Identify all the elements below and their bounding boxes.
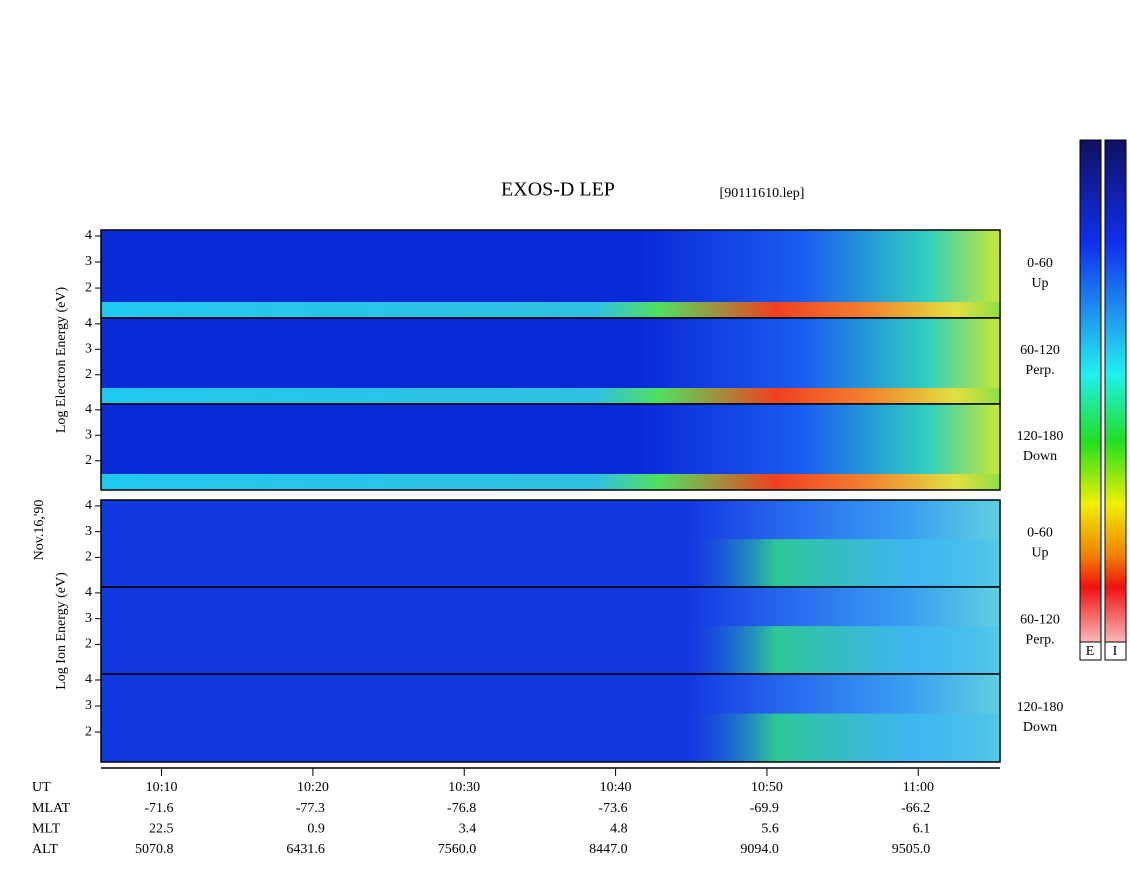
x-tick-label: 10:10 (146, 780, 178, 795)
orbit-value: 9505.0 (892, 842, 931, 857)
y-tick-label: 4 (85, 585, 92, 600)
x-tick-label: 11:00 (903, 780, 934, 795)
y-tick-label: 3 (85, 524, 92, 539)
chart-title: EXOS-D LEP (501, 179, 615, 201)
y-tick-label: 4 (85, 402, 92, 417)
colorbar (1079, 139, 1102, 661)
x-tick-label: 10:40 (600, 780, 632, 795)
y-tick-label: 4 (85, 228, 92, 243)
y-tick-label: 4 (85, 498, 92, 513)
y-axis-label: Log Electron Energy (eV) (54, 287, 69, 434)
orbit-value: 22.5 (149, 822, 174, 837)
orbit-value: -71.6 (144, 801, 173, 816)
y-tick-label: 2 (85, 367, 92, 382)
x-tick-label: 10:30 (448, 780, 480, 795)
orbit-value: 8447.0 (589, 842, 628, 857)
orbit-row-label: ALT (32, 842, 58, 857)
orbit-value: 9094.0 (740, 842, 779, 857)
pitch-angle: 60-120 (1020, 343, 1060, 358)
pitch-angle: 0-60 (1027, 526, 1053, 541)
orbit-value: -66.2 (901, 801, 930, 816)
colorbar-label: I (1113, 644, 1118, 659)
direction: Up (1031, 276, 1048, 291)
y-axis-label: Log Ion Energy (eV) (54, 572, 69, 690)
orbit-value: 0.9 (307, 822, 325, 837)
colorbar-label-box (1079, 641, 1102, 661)
y-tick-label: 3 (85, 342, 92, 357)
low-energy-band (101, 302, 1000, 318)
y-tick-label: 3 (85, 428, 92, 443)
y-tick-label: 4 (85, 672, 92, 687)
orbit-value: 5.6 (761, 822, 779, 837)
orbit-value: 4.8 (610, 822, 628, 837)
orbit-value: 6.1 (913, 822, 931, 837)
orbit-row-label: MLAT (32, 801, 71, 816)
y-tick-label: 2 (85, 280, 92, 295)
orbit-value: -76.8 (447, 801, 476, 816)
pitch-angle: 60-120 (1020, 613, 1060, 628)
x-axis-label: UT (32, 780, 51, 795)
colorbar (1104, 139, 1127, 661)
orbit-value: 6431.6 (286, 842, 325, 857)
y-tick-label: 3 (85, 254, 92, 269)
low-energy-band (101, 539, 1000, 587)
orbit-value: 7560.0 (438, 842, 477, 857)
y-tick-label: 2 (85, 637, 92, 652)
orbit-value: -73.6 (598, 801, 627, 816)
direction: Perp. (1025, 633, 1054, 648)
colorbar-label-box (1104, 641, 1127, 661)
pitch-angle: 120-180 (1017, 429, 1064, 444)
direction: Perp. (1025, 363, 1054, 378)
x-tick-label: 10:20 (297, 780, 329, 795)
orbit-value: 5070.8 (135, 842, 174, 857)
orbit-value: -69.9 (750, 801, 779, 816)
colorbar-label: E (1086, 644, 1095, 659)
orbit-value: -77.3 (296, 801, 325, 816)
panel-frame (100, 673, 1001, 763)
direction: Down (1023, 449, 1057, 464)
orbit-value: 3.4 (459, 822, 477, 837)
orbit-row-label: MLT (32, 822, 61, 837)
pitch-angle: 0-60 (1027, 256, 1053, 271)
file-label: [90111610.lep] (720, 186, 805, 201)
direction: Down (1023, 720, 1057, 735)
y-tick-label: 3 (85, 698, 92, 713)
panel-frame (100, 403, 1001, 491)
y-tick-label: 3 (85, 611, 92, 626)
y-tick-label: 2 (85, 724, 92, 739)
y-tick-label: 4 (85, 316, 92, 331)
date-label: Nov.16,'90 (32, 500, 47, 561)
x-tick-label: 10:50 (751, 780, 783, 795)
low-energy-band (101, 713, 1000, 762)
y-tick-label: 2 (85, 550, 92, 565)
low-energy-band (101, 626, 1000, 674)
y-tick-label: 2 (85, 453, 92, 468)
low-energy-band (101, 474, 1000, 490)
pitch-angle: 120-180 (1017, 700, 1064, 715)
low-energy-band (101, 388, 1000, 404)
direction: Up (1031, 546, 1048, 561)
